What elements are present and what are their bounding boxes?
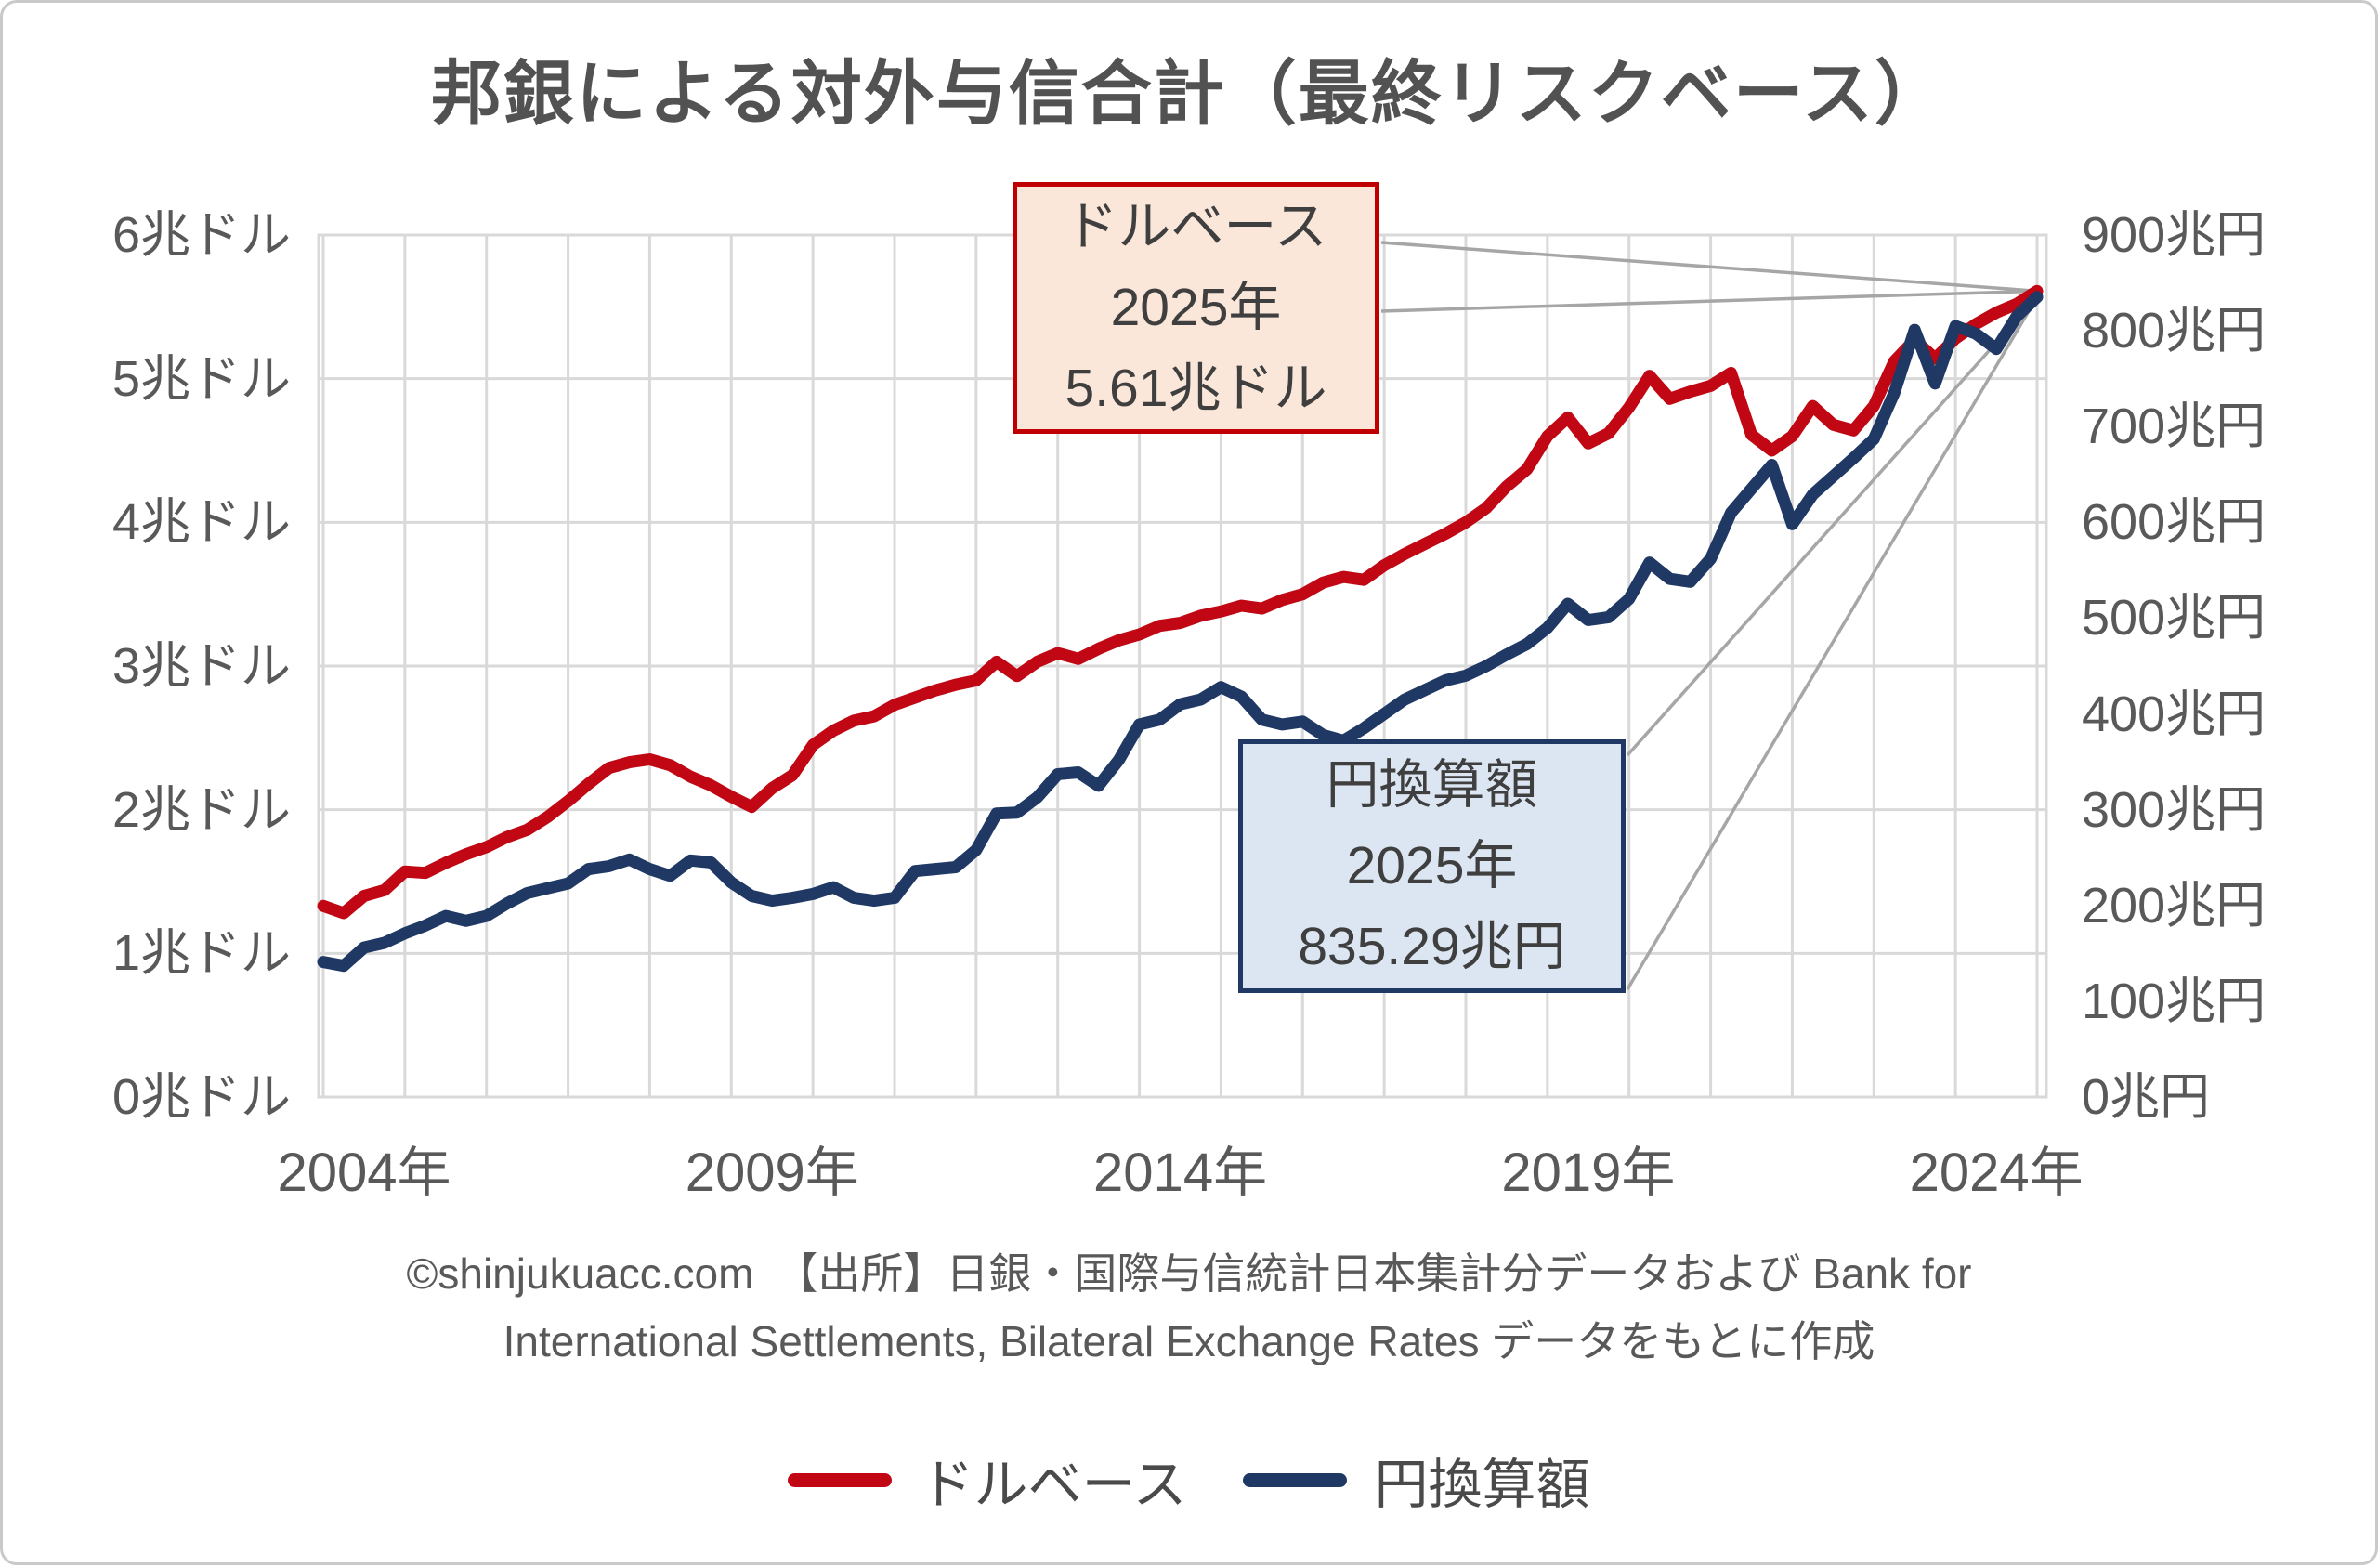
- right-axis-tick: 100兆円: [2082, 973, 2267, 1029]
- series-line-円換算額: [317, 291, 2044, 973]
- legend-label-dollar: ドルベース: [920, 1455, 1187, 1515]
- right-axis-tick: 900兆円: [2082, 207, 2267, 263]
- legend-label-yen: 円換算額: [1374, 1455, 1590, 1515]
- legend: ドルベース 円換算額: [3, 1441, 2375, 1519]
- source-note-line1: ©shinjukuacc.com 【出所】日銀・国際与信統計日本集計分データおよ…: [406, 1249, 1972, 1298]
- data-series: [317, 284, 2044, 973]
- yen-callout-series-label: 円換算額: [1326, 755, 1538, 815]
- yen-callout-box: 円換算額 2025年 835.29兆円: [1238, 739, 1626, 993]
- right-axis-tick: 400兆円: [2082, 686, 2267, 742]
- right-axis-tick: 700兆円: [2082, 399, 2267, 455]
- chart-title: 邦銀による対外与信合計（最終リスクベース）: [431, 55, 1947, 134]
- legend-item-dollar: ドルベース: [788, 1441, 1187, 1519]
- left-axis-tick: 0兆ドル: [111, 1069, 291, 1125]
- dollar-callout-series-label: ドルベース: [1065, 197, 1327, 256]
- right-axis-tick: 600兆円: [2082, 494, 2267, 551]
- x-axis-tick: 2004年: [277, 1143, 451, 1203]
- right-axis-tick: 500兆円: [2082, 590, 2267, 647]
- x-axis-tick: 2019年: [1501, 1143, 1676, 1203]
- yen-line-swatch-icon: [1242, 1472, 1347, 1487]
- left-axis-tick: 2兆ドル: [111, 781, 291, 838]
- left-axis-tick: 3兆ドル: [111, 638, 291, 694]
- left-axis-tick: 4兆ドル: [111, 494, 291, 551]
- yen-callout-year: 2025年: [1346, 836, 1518, 895]
- dollar-callout-value: 5.61兆ドル: [1065, 359, 1327, 418]
- dollar-line-swatch-icon: [788, 1472, 893, 1487]
- left-axis-tick: 5兆ドル: [111, 350, 291, 407]
- right-axis-tick: 0兆円: [2082, 1069, 2211, 1125]
- left-axis-tick: 6兆ドル: [111, 207, 291, 263]
- dollar-callout-box: ドルベース 2025年 5.61兆ドル: [1013, 182, 1379, 434]
- x-axis-tick: 2024年: [1909, 1143, 2084, 1203]
- x-axis-tick: 2009年: [685, 1143, 859, 1203]
- x-axis-tick: 2014年: [1093, 1143, 1268, 1203]
- right-axis-tick: 200兆円: [2082, 877, 2267, 934]
- source-note: ©shinjukuacc.com 【出所】日銀・国際与信統計日本集計分データおよ…: [3, 1240, 2375, 1376]
- callout-leader-lines: [1380, 241, 2039, 990]
- dollar-callout-year: 2025年: [1110, 278, 1282, 337]
- right-axis-tick: 800兆円: [2082, 303, 2267, 359]
- left-axis-tick: 1兆ドル: [111, 925, 291, 982]
- source-note-line2: International Settlements, Bilateral Exc…: [503, 1317, 1875, 1365]
- legend-item-yen: 円換算額: [1242, 1441, 1590, 1519]
- yen-callout-value: 835.29兆円: [1298, 917, 1566, 976]
- series-line-ドルベース: [317, 284, 2044, 920]
- right-axis-tick: 300兆円: [2082, 781, 2267, 838]
